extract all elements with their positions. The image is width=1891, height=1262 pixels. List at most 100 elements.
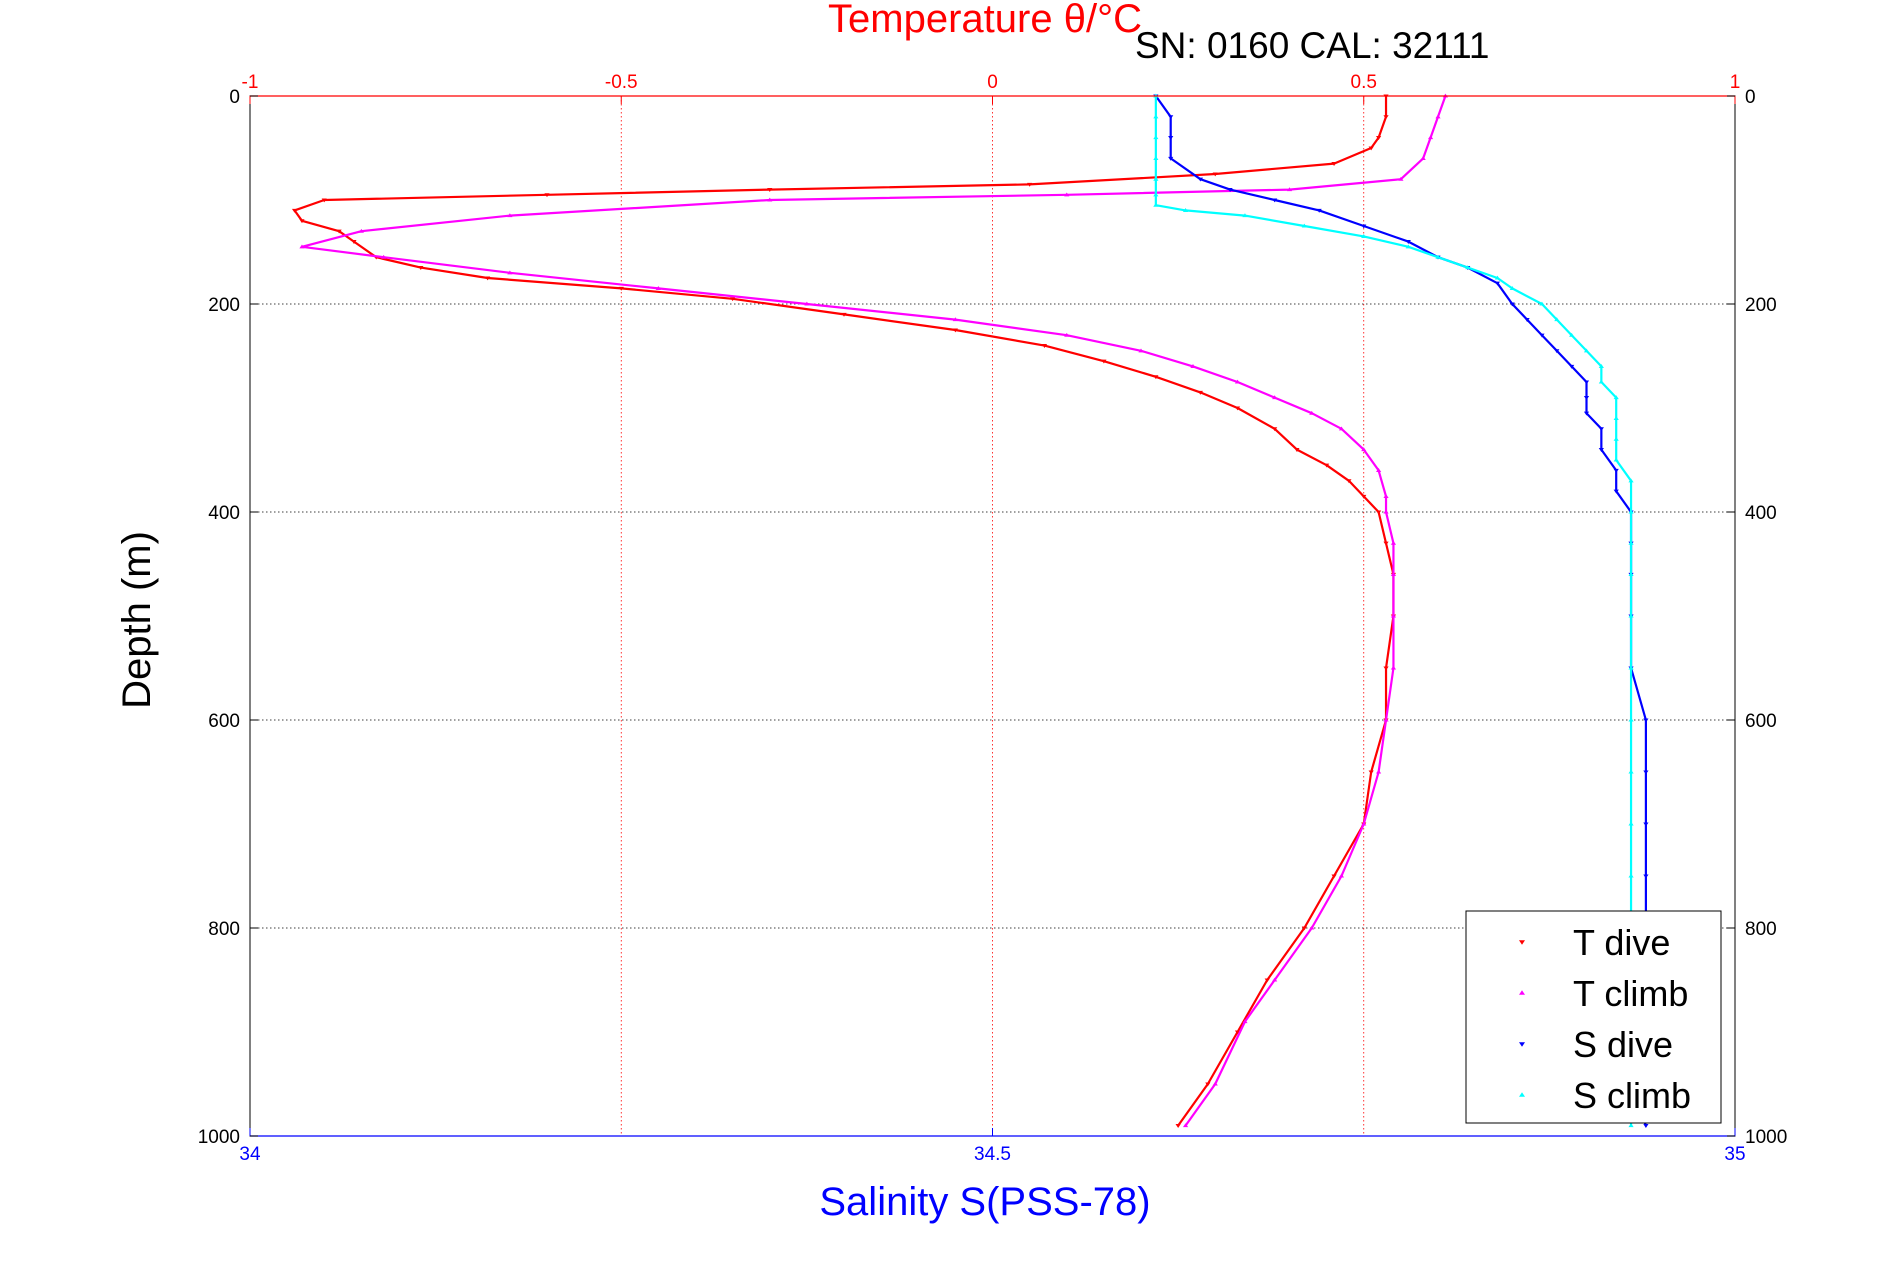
data-point bbox=[1041, 344, 1048, 348]
data-point bbox=[507, 270, 513, 275]
data-point bbox=[1338, 873, 1345, 878]
legend-box bbox=[1465, 910, 1722, 1124]
data-point bbox=[1398, 176, 1404, 181]
data-point bbox=[1390, 665, 1397, 670]
data-point bbox=[1643, 1124, 1649, 1128]
data-point bbox=[1494, 275, 1500, 280]
top-tick-label: 0.5 bbox=[1351, 72, 1377, 93]
data-point bbox=[1368, 146, 1374, 151]
data-point bbox=[1643, 822, 1649, 827]
legend-marker bbox=[1519, 1042, 1525, 1047]
data-point bbox=[1197, 177, 1203, 182]
data-point bbox=[1383, 717, 1389, 722]
data-point bbox=[1598, 448, 1604, 452]
data-point bbox=[1205, 1082, 1211, 1087]
plot-series bbox=[291, 93, 1649, 1128]
data-point bbox=[381, 254, 387, 259]
data-point bbox=[1368, 770, 1374, 775]
data-point bbox=[1331, 874, 1337, 879]
data-point bbox=[1628, 873, 1634, 878]
data-point bbox=[1190, 364, 1196, 368]
left-tick-label: 400 bbox=[208, 503, 240, 524]
data-point bbox=[767, 197, 773, 202]
data-point bbox=[1138, 348, 1144, 353]
data-point bbox=[1153, 202, 1159, 207]
data-point bbox=[1643, 874, 1649, 879]
data-point bbox=[1234, 406, 1241, 411]
data-point bbox=[1361, 494, 1367, 499]
data-point bbox=[1338, 426, 1345, 431]
data-point bbox=[1628, 509, 1634, 514]
data-point bbox=[1064, 192, 1070, 197]
data-point bbox=[1509, 302, 1515, 307]
data-point bbox=[1465, 265, 1471, 270]
right-tick-label: 600 bbox=[1745, 711, 1777, 732]
data-point bbox=[299, 244, 305, 249]
data-point bbox=[804, 301, 810, 306]
data-point bbox=[1405, 240, 1411, 244]
data-point bbox=[1435, 254, 1441, 259]
data-point bbox=[1153, 135, 1159, 140]
data-point bbox=[1435, 114, 1441, 119]
data-point bbox=[1390, 540, 1397, 545]
left-tick-label: 600 bbox=[208, 711, 240, 732]
data-point bbox=[618, 286, 624, 291]
data-point bbox=[1212, 172, 1218, 177]
data-point bbox=[655, 286, 661, 290]
data-point bbox=[1272, 977, 1278, 982]
data-point bbox=[1361, 234, 1367, 238]
data-point bbox=[1628, 540, 1634, 545]
data-point bbox=[1227, 188, 1233, 192]
data-point bbox=[1234, 379, 1241, 384]
data-point bbox=[507, 213, 513, 218]
data-point bbox=[1376, 510, 1382, 515]
data-point bbox=[351, 240, 357, 244]
data-point bbox=[1361, 821, 1367, 826]
data-point bbox=[1539, 333, 1545, 338]
data-point bbox=[1376, 468, 1382, 472]
data-point bbox=[1613, 468, 1619, 473]
data-point bbox=[1383, 541, 1389, 546]
series-line-t-climb bbox=[300, 95, 1447, 1127]
data-point bbox=[1175, 1124, 1181, 1128]
right-tick-label: 0 bbox=[1745, 87, 1756, 108]
legend-label: S dive bbox=[1573, 1024, 1673, 1065]
data-point bbox=[1628, 613, 1634, 618]
y-axis-label-depth: Depth (m) bbox=[115, 531, 159, 709]
left-tick-label: 0 bbox=[229, 87, 240, 108]
data-point bbox=[1383, 494, 1389, 498]
right-tick-label: 400 bbox=[1745, 503, 1777, 524]
data-point bbox=[1554, 349, 1560, 354]
data-point bbox=[358, 228, 364, 233]
legend-label: T climb bbox=[1573, 973, 1688, 1014]
data-point bbox=[1613, 416, 1619, 420]
data-point bbox=[1569, 332, 1575, 337]
data-point bbox=[1301, 223, 1307, 228]
data-point bbox=[1524, 318, 1530, 322]
data-point bbox=[321, 198, 327, 203]
data-point bbox=[336, 229, 342, 234]
series-t-climb bbox=[299, 93, 1449, 1128]
data-point bbox=[1197, 390, 1203, 395]
series-line-t-dive bbox=[293, 96, 1395, 1127]
data-point bbox=[418, 266, 424, 270]
data-point bbox=[1628, 572, 1634, 576]
data-point bbox=[1361, 447, 1367, 452]
data-point bbox=[841, 312, 847, 317]
legend-marker bbox=[1519, 990, 1525, 995]
data-point bbox=[1301, 926, 1307, 931]
data-point bbox=[1628, 1123, 1634, 1128]
data-point bbox=[1613, 436, 1619, 441]
data-point bbox=[1101, 359, 1107, 364]
data-point bbox=[1272, 427, 1278, 432]
data-point bbox=[1182, 1123, 1189, 1128]
top-tick-label: -0.5 bbox=[605, 72, 638, 93]
right-tick-label: 1000 bbox=[1745, 1127, 1787, 1148]
data-point bbox=[1628, 665, 1634, 670]
data-point bbox=[1598, 364, 1604, 368]
data-point bbox=[1168, 136, 1174, 140]
bottom-tick-label: 34 bbox=[239, 1144, 261, 1165]
data-point bbox=[1569, 364, 1575, 369]
chart-annotation-serial: SN: 0160 CAL: 32111 bbox=[1135, 25, 1489, 66]
